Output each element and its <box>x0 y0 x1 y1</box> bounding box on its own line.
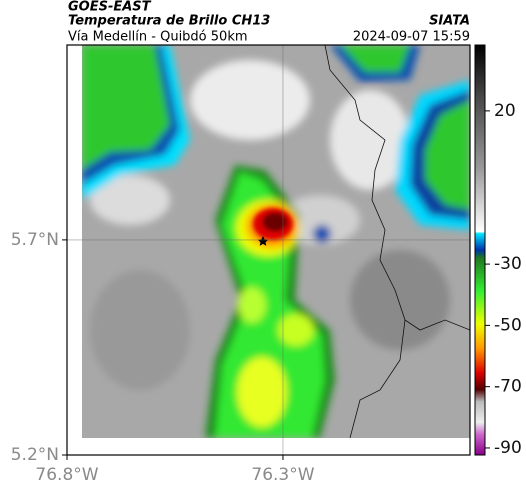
x-tick-label: 76.8°W <box>35 465 98 485</box>
colorbar-tick-label: 20 <box>494 101 516 121</box>
colorbar-tick-label: -50 <box>494 315 522 335</box>
route: Vía Medellín - Quibdó 50km <box>68 30 248 45</box>
colorbar-tick-label: -30 <box>494 254 522 274</box>
colorbar-tick-label: -90 <box>494 438 522 458</box>
map-frame <box>66 44 471 456</box>
colorbar <box>474 44 486 456</box>
satellite-image <box>82 45 470 438</box>
subtitle: Temperatura de Brillo CH13 <box>68 14 270 29</box>
colorbar-tick-label: -70 <box>494 377 522 397</box>
timestamp: 2024-09-07 15:59 <box>353 30 470 45</box>
y-tick-label: 5.2°N <box>11 445 59 465</box>
source: SIATA <box>429 14 470 29</box>
x-tick-label: 76.3°W <box>251 465 314 485</box>
y-tick-label: 5.7°N <box>11 230 59 250</box>
title: GOES-EAST <box>68 0 152 15</box>
